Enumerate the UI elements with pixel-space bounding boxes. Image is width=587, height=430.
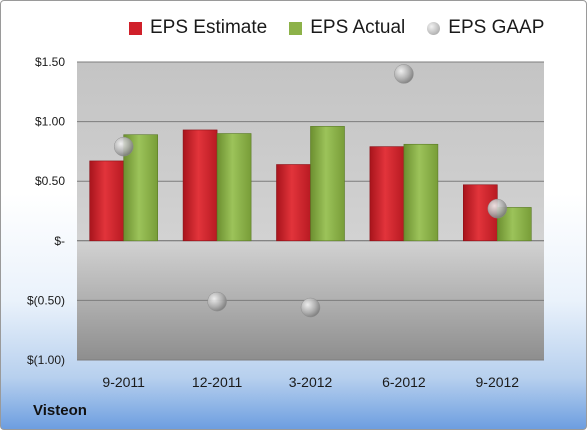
- company-name: Visteon: [33, 402, 87, 419]
- legend-item-eps-gaap: EPS GAAP: [427, 17, 544, 39]
- point-eps-gaap: [300, 297, 321, 318]
- point-eps-gaap: [394, 64, 414, 84]
- legend-label-eps-gaap: EPS GAAP: [448, 17, 545, 38]
- y-tick-label: $(0.50): [27, 293, 65, 307]
- y-tick-label: $(1.00): [27, 353, 65, 367]
- legend-swatch-eps-gaap: [427, 21, 441, 35]
- bar-eps-actual: [310, 126, 345, 242]
- x-tick-label: 9-2011: [102, 374, 145, 390]
- bar-eps-estimate: [182, 129, 218, 242]
- y-tick-label: $1.50: [35, 55, 65, 69]
- gaap-points: [113, 64, 508, 318]
- legend-item-eps-estimate: EPS Estimate: [129, 17, 267, 39]
- legend-swatch-eps-actual: [289, 21, 303, 35]
- point-eps-gaap: [207, 291, 227, 312]
- bar-eps-actual: [403, 143, 439, 242]
- bar-eps-estimate: [369, 146, 405, 242]
- x-axis-ticks: 9-2011 12-2011 3-2012 6-2012 9-2012: [102, 374, 519, 390]
- x-tick-label: 9-2012: [476, 374, 520, 390]
- bars: [89, 126, 532, 242]
- y-tick-label: $-: [54, 234, 65, 248]
- y-tick-label: $0.50: [35, 174, 65, 188]
- legend-label-eps-estimate: EPS Estimate: [150, 17, 268, 38]
- x-tick-label: 3-2012: [289, 374, 333, 390]
- bar-eps-actual: [216, 133, 252, 242]
- bar-eps-estimate: [89, 160, 124, 242]
- legend-swatch-eps-estimate: [129, 21, 142, 35]
- legend-label-eps-actual: EPS Actual: [310, 17, 406, 38]
- x-tick-label: 6-2012: [382, 374, 426, 390]
- point-eps-gaap: [113, 136, 134, 157]
- legend-item-eps-actual: EPS Actual: [289, 17, 405, 39]
- y-tick-label: $1.00: [35, 115, 65, 129]
- x-tick-label: 12-2011: [192, 374, 243, 390]
- y-axis-ticks: $1.50 $1.00 $0.50 $- $(0.50) $(1.00): [27, 55, 65, 367]
- chart-legend: EPS Estimate EPS Actual EPS GAAP: [129, 17, 544, 39]
- bar-eps-estimate: [276, 164, 311, 242]
- point-eps-gaap: [487, 198, 508, 219]
